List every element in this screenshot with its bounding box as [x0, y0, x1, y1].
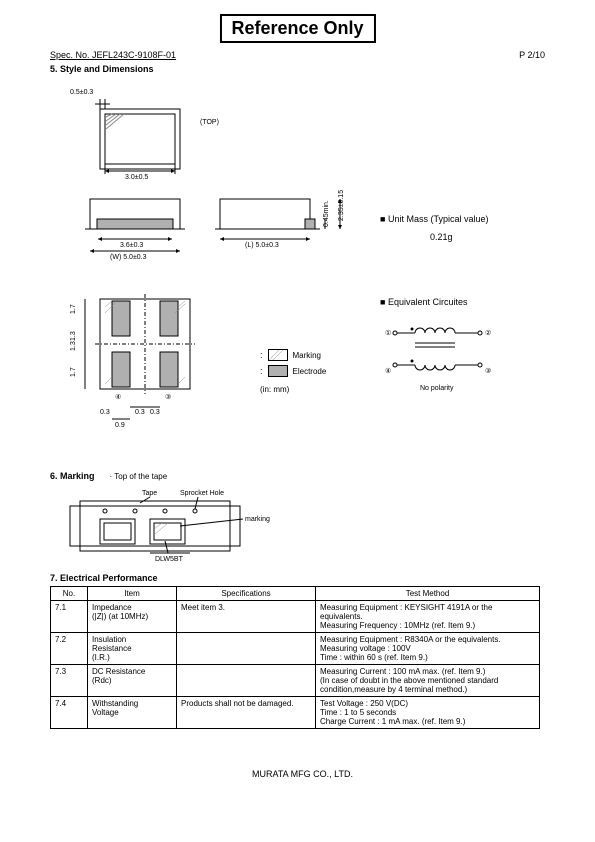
svg-text:Sprocket Hole: Sprocket Hole: [180, 490, 224, 497]
legend-electrode: Electrode: [293, 367, 327, 376]
top-of-tape-label: · Top of the tape: [110, 472, 168, 481]
electrical-performance-table: No. Item Specifications Test Method 7.1I…: [50, 586, 540, 729]
svg-text:DLW5BT: DLW5BT: [155, 556, 184, 561]
svg-text:0.3: 0.3: [150, 409, 160, 416]
table-row: 7.4Withstanding VoltageProducts shall no…: [51, 697, 540, 729]
svg-text:1.3: 1.3: [70, 331, 77, 341]
section5-title: 5. Style and Dimensions: [50, 64, 555, 74]
col-spec: Specifications: [177, 587, 316, 601]
unit-mass-block: ■ Unit Mass (Typical value) 0.21g: [380, 214, 488, 242]
reference-only-title: Reference Only: [219, 14, 375, 43]
legend-marking: Marking: [293, 351, 321, 360]
svg-text:0.3: 0.3: [100, 409, 110, 416]
footer-company: MURATA MFG CO., LTD.: [50, 769, 555, 779]
style-dimensions-diagram: 0.5±0.3 3.0±0.5 (TOP) 3.6±0.3 (W) 5.0±0.…: [50, 79, 555, 459]
svg-text:0.5±0.3: 0.5±0.3: [70, 89, 93, 96]
svg-text:(TOP): (TOP): [200, 119, 219, 126]
svg-text:0.3: 0.3: [135, 409, 145, 416]
svg-text:③: ③: [485, 367, 491, 375]
page-number: P 2/10: [519, 50, 545, 60]
col-method: Test Method: [316, 587, 540, 601]
col-item: Item: [88, 587, 177, 601]
svg-text:(L) 5.0±0.3: (L) 5.0±0.3: [245, 242, 279, 249]
section6-title: 6. Marking: [50, 471, 95, 481]
legend-unit: (in: mm): [260, 385, 326, 394]
svg-text:Tape: Tape: [142, 490, 157, 497]
svg-text:0.45min.: 0.45min.: [323, 200, 330, 227]
svg-text:1.7: 1.7: [70, 304, 77, 314]
svg-text:marking: marking: [245, 516, 270, 523]
svg-text:3.0±0.5: 3.0±0.5: [125, 174, 148, 179]
table-row: 7.1Impedance (|Z|) (at 10MHz)Meet item 3…: [51, 601, 540, 633]
svg-text:3.6±0.3: 3.6±0.3: [120, 242, 143, 249]
svg-text:③: ③: [165, 393, 171, 401]
table-row: 7.3DC Resistance (Rdc)Measuring Current …: [51, 665, 540, 697]
svg-text:1.3: 1.3: [70, 341, 77, 351]
svg-text:2.35±0.15: 2.35±0.15: [338, 190, 345, 221]
diagram-legend: : Marking : Electrode (in: mm): [260, 349, 326, 394]
spec-number: Spec. No. JEFL243C-9108F-01: [50, 50, 555, 60]
svg-text:④: ④: [115, 393, 121, 401]
marking-diagram: Tape Sprocket Hole marking DLW5BT: [50, 481, 555, 561]
col-no: No.: [51, 587, 88, 601]
svg-text:④: ④: [385, 367, 391, 375]
table-row: 7.2Insulation Resistance (I.R.)Measuring…: [51, 633, 540, 665]
svg-text:(W) 5.0±0.3: (W) 5.0±0.3: [110, 254, 147, 261]
svg-text:0.9: 0.9: [115, 422, 125, 429]
svg-text:No polarity: No polarity: [420, 385, 454, 392]
svg-text:1.7: 1.7: [70, 367, 77, 377]
section7-title: 7. Electrical Performance: [50, 573, 555, 583]
equivalent-circuit-block: ■ Equivalent Circuites ① ② ④ ③: [380, 297, 500, 400]
svg-text:①: ①: [385, 329, 391, 337]
svg-text:②: ②: [485, 329, 491, 337]
